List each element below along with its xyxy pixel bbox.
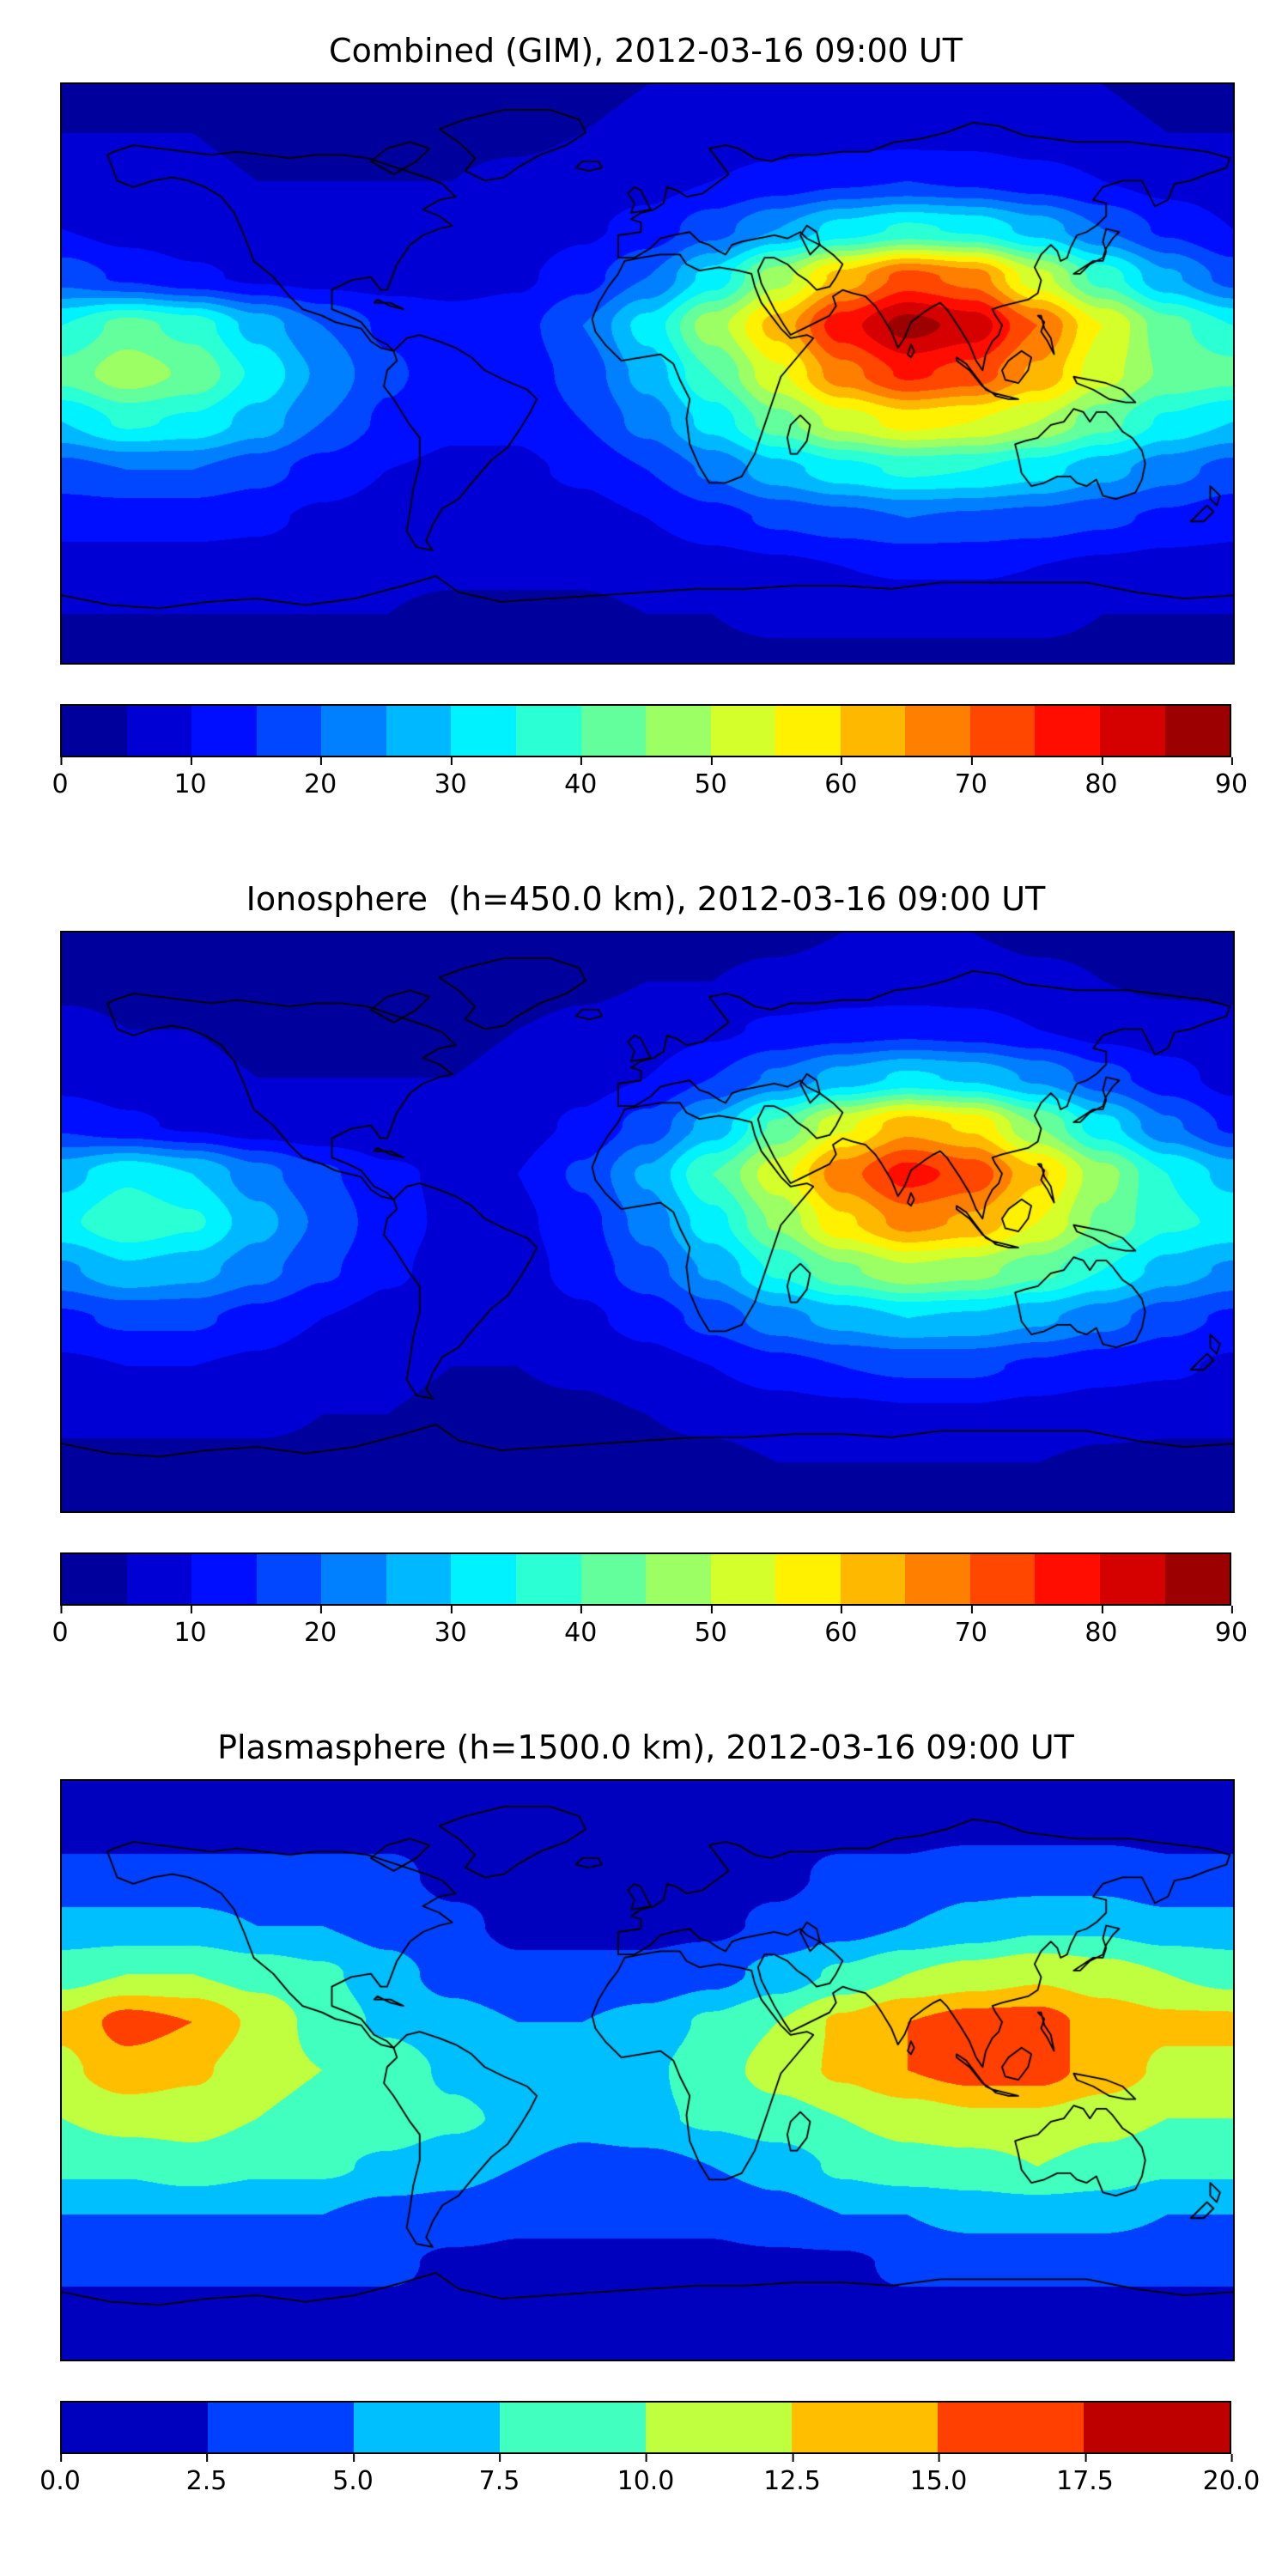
colorbar-segment: [905, 706, 970, 756]
colorbar-tick-label: 60: [824, 757, 858, 799]
colorbar-tick-label: 20: [304, 1606, 337, 1648]
colorbar-segment: [792, 2403, 938, 2452]
colorbar-segment: [126, 706, 192, 756]
colorbar-combined: [60, 704, 1231, 757]
colorbar-segment: [1100, 1554, 1165, 1604]
colorbar-plasmasphere: [60, 2401, 1231, 2454]
colorbar-segment: [580, 706, 647, 756]
colorbar-segment: [386, 706, 452, 756]
colorbar-tick-label: 10: [173, 757, 207, 799]
colorbar-segment: [126, 1554, 192, 1604]
colorbar-segment: [1164, 706, 1230, 756]
colorbar-segment: [1100, 706, 1165, 756]
colorbar-segment: [1084, 2403, 1230, 2452]
colorbar-segment: [62, 2403, 208, 2452]
map-ionosphere: [60, 931, 1235, 1513]
colorbar-tick-label: 70: [954, 757, 987, 799]
colorbar-tick-label: 30: [434, 757, 467, 799]
colorbar-segment: [1035, 706, 1100, 756]
colorbar-segment: [580, 1554, 647, 1604]
colorbar-tick-label: 90: [1214, 757, 1249, 799]
colorbar-tick-label: 0: [52, 1606, 69, 1648]
panel-combined: Combined (GIM), 2012-03-16 09:00 UT 0 10 2…: [52, 0, 1248, 805]
colorbar-tick-label: 12.5: [763, 2454, 821, 2496]
panel-plasmasphere: Plasmasphere (h=1500.0 km), 2012-03-16 0…: [39, 1726, 1260, 2502]
colorbar-tick-label: 30: [434, 1606, 467, 1648]
colorbar-segment: [208, 2403, 354, 2452]
colorbar-tick-label: 40: [564, 1606, 598, 1648]
panel-title-plasmasphere: Plasmasphere (h=1500.0 km), 2012-03-16 0…: [217, 1728, 1074, 1766]
colorbar-tick-label: 15.0: [909, 2454, 968, 2496]
colorbar-segment: [386, 1554, 452, 1604]
map-combined: [60, 82, 1235, 665]
colorbar-segment: [321, 1554, 386, 1604]
colorbar-segment: [515, 1554, 581, 1604]
colorbar-segment: [500, 2403, 646, 2452]
colorbar-tick-label: 7.5: [478, 2454, 520, 2496]
colorbar-tick-label: 70: [954, 1606, 987, 1648]
colorbar-segment: [775, 706, 841, 756]
colorbar-segment: [646, 706, 711, 756]
colorbar-segment: [62, 706, 127, 756]
colorbar-tick-label: 50: [694, 1606, 727, 1648]
colorbar-segment: [969, 1554, 1036, 1604]
colorbar-tick-label: 40: [564, 757, 598, 799]
colorbar-segment: [840, 706, 906, 756]
colorbar-tick-label: 50: [694, 757, 727, 799]
colorbar-tick-label: 10: [173, 1606, 207, 1648]
colorbar-ticks-plasmasphere: 0.0 2.5 5.0 7.5 10.0 12.5 15.0 17.5 20.0: [39, 2454, 1260, 2502]
map-plasmasphere: [60, 1779, 1235, 2361]
colorbar-tick-label: 60: [824, 1606, 858, 1648]
colorbar-segment: [840, 1554, 906, 1604]
colorbar-segment: [451, 1554, 516, 1604]
panel-title-ionosphere: Ionosphere (h=450.0 km), 2012-03-16 09:0…: [246, 880, 1046, 918]
colorbar-ionosphere: [60, 1552, 1231, 1606]
colorbar-tick-label: 20: [304, 757, 337, 799]
colorbar-segment: [451, 706, 516, 756]
colorbar-segment: [905, 1554, 970, 1604]
colorbar-segment: [938, 2403, 1084, 2452]
colorbar-segment: [515, 706, 581, 756]
colorbar-segment: [646, 2403, 792, 2452]
colorbar-segment: [969, 706, 1036, 756]
colorbar-tick-label: 0: [52, 757, 69, 799]
colorbar-ticks-combined: 0 10 20 30 40 50 60 70 80 90: [52, 757, 1248, 805]
panel-ionosphere: Ionosphere (h=450.0 km), 2012-03-16 09:0…: [52, 878, 1248, 1654]
colorbar-segment: [62, 1554, 127, 1604]
colorbar-segment: [710, 706, 776, 756]
colorbar-tick-label: 90: [1214, 1606, 1249, 1648]
colorbar-segment: [256, 1554, 322, 1604]
colorbar-ticks-ionosphere: 0 10 20 30 40 50 60 70 80 90: [52, 1606, 1248, 1654]
colorbar-tick-label: 0.0: [39, 2454, 81, 2496]
colorbar-segment: [321, 706, 386, 756]
colorbar-tick-label: 20.0: [1202, 2454, 1261, 2496]
panel-title-combined: Combined (GIM), 2012-03-16 09:00 UT: [329, 32, 963, 70]
colorbar-segment: [1035, 1554, 1100, 1604]
colorbar-tick-label: 2.5: [185, 2454, 228, 2496]
colorbar-segment: [191, 1554, 257, 1604]
colorbar-segment: [1164, 1554, 1230, 1604]
colorbar-tick-label: 5.0: [332, 2454, 374, 2496]
colorbar-tick-label: 80: [1084, 1606, 1118, 1648]
colorbar-segment: [191, 706, 257, 756]
colorbar-segment: [775, 1554, 841, 1604]
colorbar-tick-label: 17.5: [1056, 2454, 1114, 2496]
colorbar-segment: [710, 1554, 776, 1604]
colorbar-tick-label: 10.0: [617, 2454, 675, 2496]
colorbar-segment: [646, 1554, 711, 1604]
colorbar-segment: [256, 706, 322, 756]
colorbar-segment: [354, 2403, 500, 2452]
colorbar-tick-label: 80: [1084, 757, 1118, 799]
